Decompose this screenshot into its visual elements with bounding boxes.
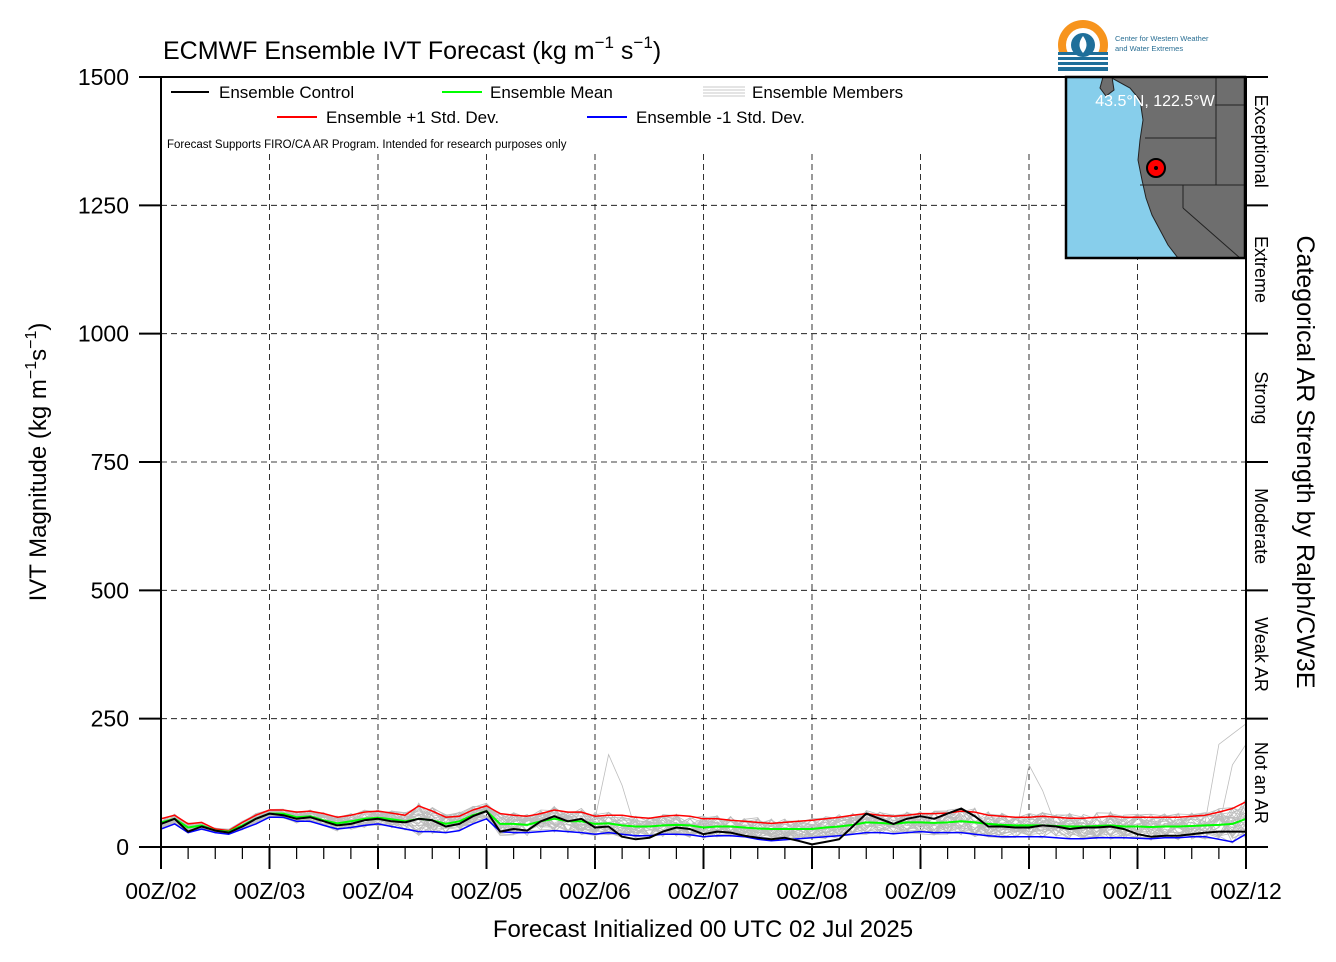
category-label: Moderate [1251, 488, 1271, 564]
category-axis: Not an AR Weak AR Moderate Strong Extreme Exc… [1245, 76, 1271, 848]
x-tick-label: 00Z/05 [451, 878, 523, 904]
chart-title: ECMWF Ensemble IVT Forecast (kg m−1 s−1) [163, 33, 661, 65]
member-line [161, 805, 1246, 841]
series-ensemble-control [161, 807, 1246, 846]
y-tick-label: 1500 [78, 64, 129, 90]
x-tick-label: 00Z/04 [342, 878, 414, 904]
x-tick-label: 00Z/03 [234, 878, 306, 904]
x-tick-label: 00Z/09 [885, 878, 957, 904]
category-label: Extreme [1251, 236, 1271, 303]
y-tick-label: 1250 [78, 192, 129, 218]
x-tick-label: 00Z/07 [668, 878, 740, 904]
legend-minus-std: Ensemble -1 Std. Dev. [636, 108, 805, 127]
series-ensemble-1-std-dev- [161, 816, 1246, 843]
legend-mean: Ensemble Mean [490, 83, 613, 102]
legend-control: Ensemble Control [219, 83, 354, 102]
x-tick-label: 00Z/02 [125, 878, 197, 904]
logo-line1: Center for Western Weather [1115, 34, 1209, 43]
y-tick-label: 1000 [78, 321, 129, 347]
category-label: Weak AR [1251, 617, 1271, 692]
legend-members: Ensemble Members [752, 83, 903, 102]
y-tick-label: 250 [91, 706, 129, 732]
grid-lines [161, 154, 1246, 847]
category-axis-title: Categorical AR Strength by Ralph/CW3E [1291, 236, 1319, 689]
series-ensemble-1-std-dev- [161, 801, 1246, 832]
x-axis: 00Z/02 00Z/03 00Z/04 00Z/05 00Z/06 00Z/07 00Z/… [125, 847, 1282, 904]
x-tick-label: 00Z/12 [1210, 878, 1282, 904]
x-tick-label: 00Z/06 [559, 878, 631, 904]
category-label: Not an AR [1251, 742, 1271, 824]
ensemble-series [161, 801, 1246, 846]
legend-plus-std: Ensemble +1 Std. Dev. [326, 108, 499, 127]
series-ensemble-mean [161, 810, 1246, 833]
y-axis: 0 250 500 750 1000 1250 1500 [78, 64, 161, 860]
member-line [161, 806, 1246, 841]
y-tick-label: 500 [91, 577, 129, 603]
legend: Ensemble Control Ensemble Mean Ensemble … [167, 83, 903, 151]
location-label: 43.5°N, 122.5°W [1095, 93, 1215, 110]
location-map: 43.5°N, 122.5°W [1064, 75, 1247, 260]
member-line [161, 800, 1246, 841]
x-tick-label: 00Z/11 [1103, 878, 1173, 904]
x-tick-label: 00Z/08 [776, 878, 848, 904]
category-label: Strong [1251, 371, 1271, 424]
y-tick-label: 0 [116, 834, 129, 860]
y-axis-title: IVT Magnitude (kg m−1s−1) [23, 323, 52, 602]
research-note: Forecast Supports FIRO/CA AR Program. In… [167, 139, 567, 151]
logo-line2: and Water Extremes [1115, 44, 1183, 53]
x-axis-title: Forecast Initialized 00 UTC 02 Jul 2025 [493, 916, 913, 943]
y-tick-label: 750 [91, 449, 129, 475]
x-tick-label: 00Z/10 [993, 878, 1065, 904]
cw3e-logo: Center for Western Weather and Water Ext… [1058, 20, 1209, 71]
category-label: Exceptional [1251, 95, 1271, 188]
